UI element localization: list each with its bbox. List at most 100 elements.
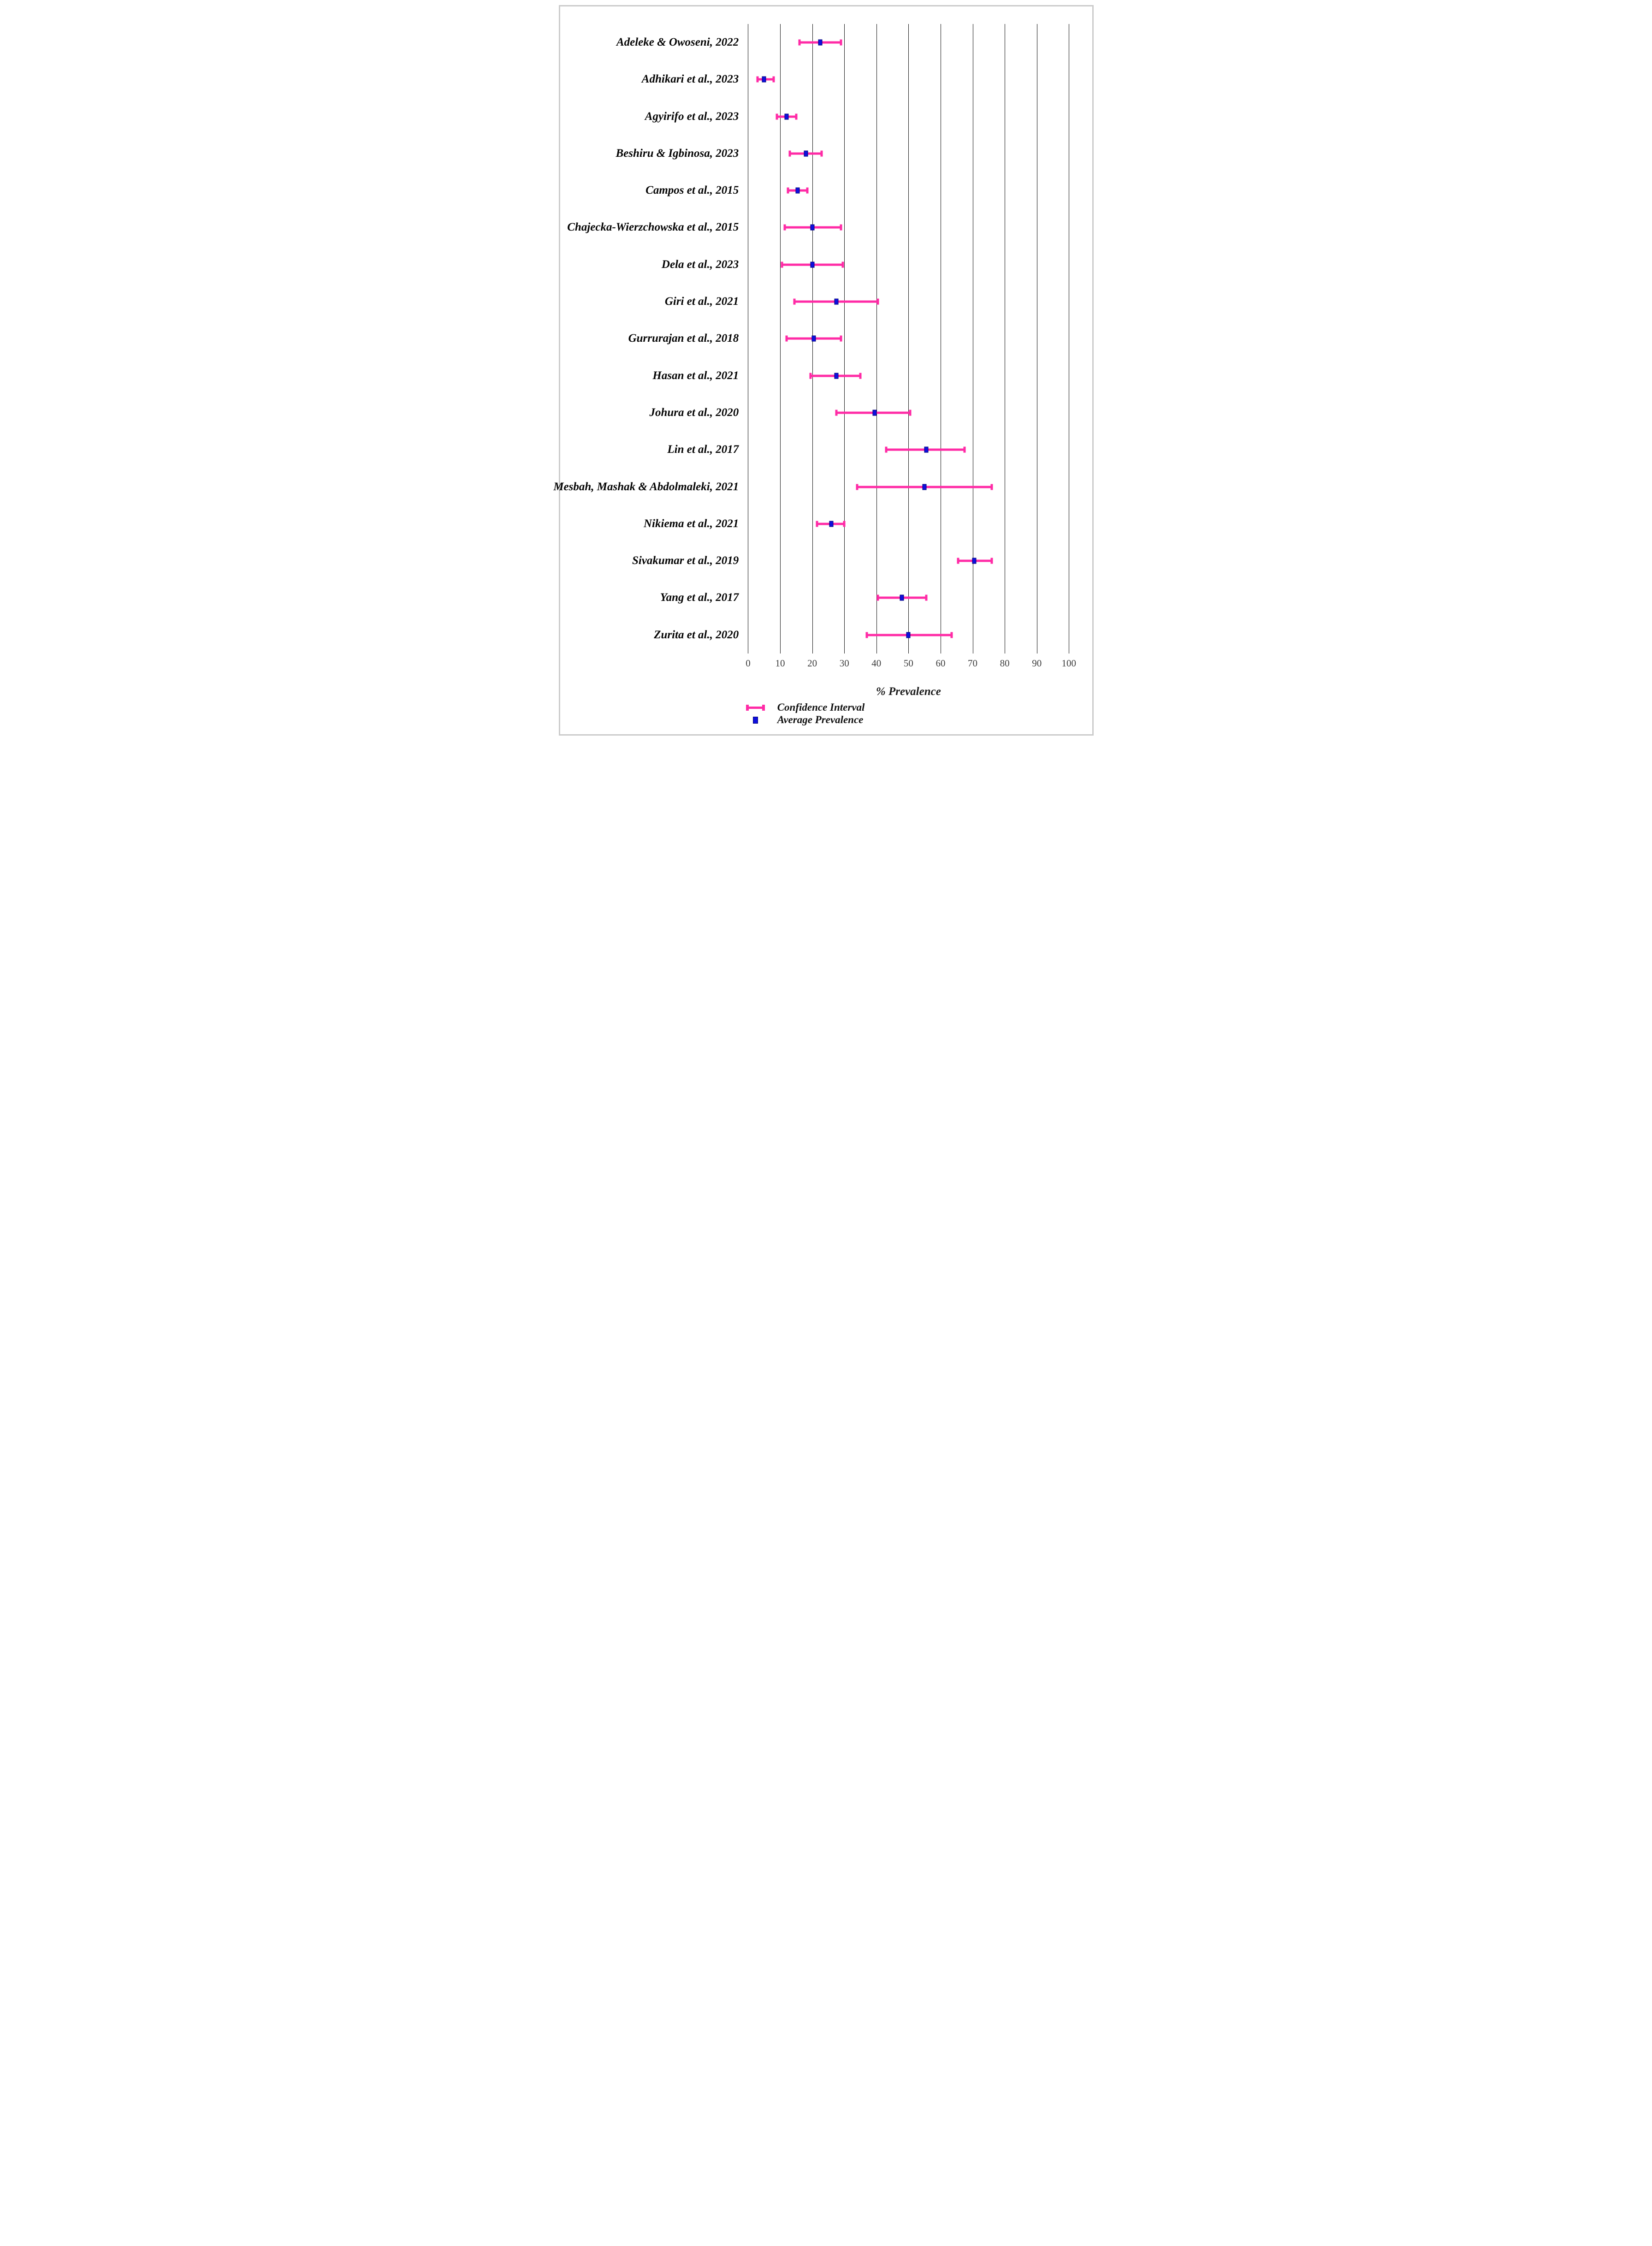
row-chart-area — [748, 542, 1069, 579]
study-label: Agyirifo et al., 2023 — [645, 110, 739, 123]
confidence-interval-errorbar-icon — [746, 704, 765, 711]
x-tick-label: 50 — [903, 658, 913, 669]
legend-item-average-prevalence: Average Prevalence — [740, 714, 865, 726]
ci-cap-high — [820, 150, 823, 157]
average-prevalence-marker — [784, 113, 789, 120]
study-label: Sivakumar et al., 2019 — [632, 554, 739, 567]
legend: Confidence Interval Average Prevalence — [740, 701, 865, 726]
row-chart-area — [748, 579, 1069, 616]
gridline-x-40 — [876, 24, 877, 654]
ci-cap-high — [841, 261, 844, 268]
row-chart-area — [748, 468, 1069, 505]
forest-row: Gurrurajan et al., 2018 — [560, 320, 1092, 357]
forest-row: Sivakumar et al., 2019 — [560, 542, 1092, 579]
average-prevalence-marker — [804, 150, 808, 157]
ci-cap-low — [885, 446, 888, 453]
forest-row: Lin et al., 2017 — [560, 431, 1092, 468]
forest-row: Adhikari et al., 2023 — [560, 61, 1092, 98]
study-label: Adhikari et al., 2023 — [641, 73, 739, 86]
ci-cap-high — [806, 187, 809, 194]
ci-cap-high — [859, 373, 862, 379]
study-label: Yang et al., 2017 — [660, 591, 739, 604]
average-prevalence-marker — [811, 335, 816, 342]
study-label: Giri et al., 2021 — [664, 295, 739, 308]
ci-cap-low — [783, 224, 786, 231]
ci-cap-high — [843, 521, 846, 527]
ci-cap-low — [785, 335, 788, 342]
ci-cap-high — [795, 113, 798, 120]
study-label: Gurrurajan et al., 2018 — [628, 332, 739, 345]
study-label: Campos et al., 2015 — [645, 184, 739, 197]
study-label: Mesbah, Mashak & Abdolmaleki, 2021 — [553, 480, 739, 493]
row-chart-area — [748, 24, 1069, 61]
ci-cap-high — [950, 632, 953, 638]
row-chart-area — [748, 394, 1069, 431]
legend-label-confidence-interval: Confidence Interval — [777, 701, 865, 713]
row-chart-area — [748, 209, 1069, 246]
average-prevalence-marker — [922, 484, 927, 490]
average-prevalence-marker — [906, 632, 911, 638]
legend-item-confidence-interval: Confidence Interval — [740, 701, 865, 714]
forest-row: Beshiru & Igbinosa, 2023 — [560, 135, 1092, 172]
forest-row: Mesbah, Mashak & Abdolmaleki, 2021 — [553, 468, 1092, 505]
row-chart-area — [748, 283, 1069, 320]
ci-cap-high — [840, 39, 842, 46]
x-axis-ticks: 0 10 20 30 40 50 60 70 80 90 100 — [746, 658, 1076, 679]
average-prevalence-marker — [972, 558, 977, 564]
forest-row: Yang et al., 2017 — [560, 579, 1092, 616]
average-prevalence-marker — [872, 410, 877, 416]
forest-row: Nikiema et al., 2021 — [560, 505, 1092, 542]
ci-cap-low — [756, 76, 759, 83]
ci-cap-low — [776, 113, 778, 120]
x-tick-label: 60 — [936, 658, 946, 669]
legend-label-average-prevalence: Average Prevalence — [777, 714, 864, 726]
study-label: Nikiema et al., 2021 — [644, 517, 739, 530]
average-prevalence-marker — [762, 76, 766, 83]
row-chart-area — [748, 172, 1069, 209]
ci-cap-low — [835, 410, 838, 416]
x-tick-label: 20 — [807, 658, 817, 669]
x-tick-label: 70 — [968, 658, 978, 669]
x-tick-label: 40 — [871, 658, 882, 669]
row-chart-area — [748, 98, 1069, 135]
x-tick-label: 30 — [839, 658, 849, 669]
ci-cap-high — [990, 558, 993, 564]
study-label: Dela et al., 2023 — [661, 258, 739, 271]
x-tick-label: 80 — [1000, 658, 1010, 669]
average-prevalence-marker — [900, 594, 904, 601]
average-prevalence-marker — [795, 187, 800, 194]
row-chart-area — [748, 135, 1069, 172]
ci-cap-low — [856, 484, 859, 490]
row-chart-area — [748, 617, 1069, 654]
ci-cap-low — [787, 187, 789, 194]
forest-plot-figure: Adeleke & Owoseni, 2022 Adhikari et al., … — [553, 5, 1094, 736]
row-chart-area — [748, 431, 1069, 468]
average-prevalence-marker — [829, 521, 834, 527]
average-prevalence-marker — [810, 261, 815, 268]
average-prevalence-square-icon — [753, 716, 758, 724]
study-label: Johura et al., 2020 — [649, 406, 739, 419]
ci-cap-low — [816, 521, 818, 527]
x-tick-label: 100 — [1061, 658, 1077, 669]
study-label: Adeleke & Owoseni, 2022 — [616, 36, 739, 48]
forest-row: Chajecka-Wierzchowska et al., 2015 — [560, 209, 1092, 246]
ci-cap-high — [990, 484, 993, 490]
row-chart-area — [748, 320, 1069, 357]
forest-row: Johura et al., 2020 — [560, 394, 1092, 431]
x-tick-label: 10 — [775, 658, 785, 669]
x-tick-label: 0 — [746, 658, 751, 669]
ci-cap-high — [876, 298, 879, 305]
forest-row: Agyirifo et al., 2023 — [560, 98, 1092, 135]
x-axis-title: % Prevalence — [876, 685, 941, 698]
forest-row: Campos et al., 2015 — [560, 172, 1092, 209]
ci-cap-low — [876, 594, 879, 601]
study-label: Zurita et al., 2020 — [654, 628, 739, 641]
ci-cap-low — [865, 632, 868, 638]
forest-row: Adeleke & Owoseni, 2022 — [560, 24, 1092, 61]
average-prevalence-marker — [818, 39, 823, 46]
ci-cap-low — [781, 261, 783, 268]
study-label: Chajecka-Wierzchowska et al., 2015 — [567, 221, 739, 234]
page: Adeleke & Owoseni, 2022 Adhikari et al., … — [553, 0, 1099, 741]
row-chart-area — [748, 505, 1069, 542]
ci-cap-low — [793, 298, 796, 305]
